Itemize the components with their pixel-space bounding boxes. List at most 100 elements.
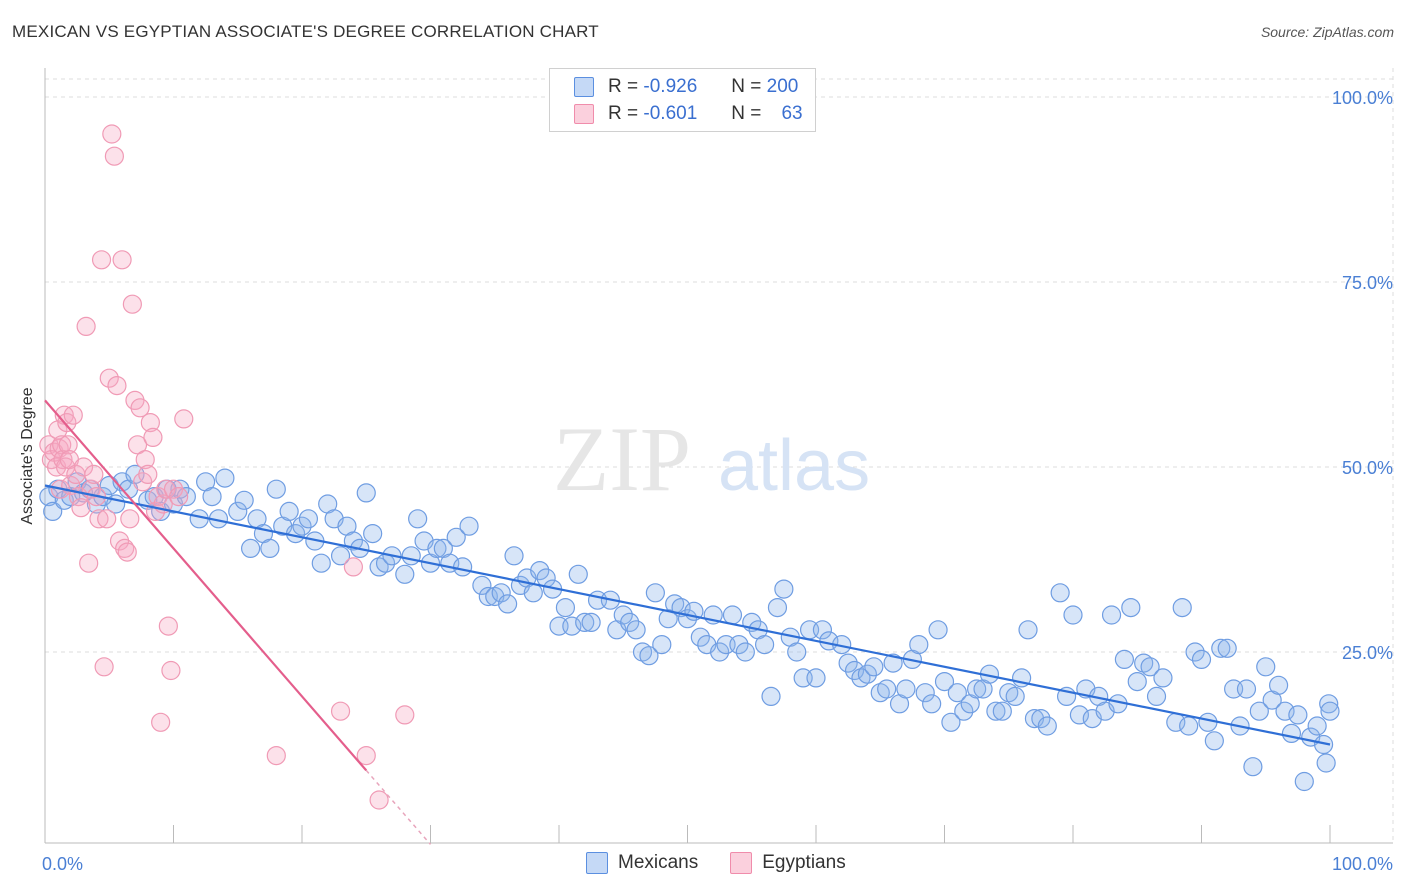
mexicans-point <box>562 616 582 636</box>
mexicans-point <box>363 523 383 544</box>
mexicans-point <box>1236 679 1257 699</box>
egyptians-point <box>140 413 160 433</box>
mexicans-point <box>453 557 473 577</box>
egyptians-point <box>161 660 181 681</box>
mexicans-point <box>1191 649 1212 670</box>
mexicans-point <box>311 553 331 573</box>
mexicans-point <box>992 701 1012 721</box>
egyptians-point <box>138 464 158 484</box>
mexicans-point <box>1268 675 1289 695</box>
mexicans-point <box>909 634 929 655</box>
mexicans-point <box>928 620 948 640</box>
mexicans-point <box>947 683 967 703</box>
mexicans-point <box>401 546 421 566</box>
mexicans-point <box>1050 583 1070 603</box>
egyptians-point <box>94 657 114 677</box>
legend-row-mexicans: R = -0.926 N = 200 <box>574 76 798 98</box>
mexicans-point <box>877 679 897 699</box>
trend-lines <box>44 399 1331 845</box>
mexicans-point <box>1140 657 1160 677</box>
mexicans-point <box>234 490 254 510</box>
mexicans-point <box>1211 638 1231 658</box>
mexicans-point <box>459 516 479 536</box>
egyptians-point <box>143 427 163 447</box>
mexicans-point <box>1005 686 1025 707</box>
mexicans-point <box>491 583 511 603</box>
egyptians-point <box>395 705 415 725</box>
egyptians-point <box>174 409 194 429</box>
egyptians-point <box>151 712 171 732</box>
mexicans-point <box>857 664 878 684</box>
egyptians-point <box>158 616 178 636</box>
mexicans-points <box>39 464 1340 792</box>
legend-mexicans-label: Mexicans <box>618 852 699 873</box>
legend-r-label: R = <box>608 76 639 97</box>
egyptians-trend-extension <box>365 769 432 845</box>
y-tick-label: 75.0% <box>1342 273 1393 293</box>
mexicans-point <box>754 634 775 655</box>
mexicans-point <box>1281 723 1302 744</box>
mexicans-point <box>1320 701 1340 721</box>
legend-n-label: N = <box>731 76 762 97</box>
mexicans-point <box>896 679 916 699</box>
egyptians-point <box>52 435 72 455</box>
egyptians-point <box>266 745 286 766</box>
mexicans-point <box>806 668 826 688</box>
mexicans-point <box>1313 734 1334 755</box>
mexicans-point <box>1185 642 1205 662</box>
mexicans-point <box>626 620 646 640</box>
mexicans-point <box>292 516 312 536</box>
mexicans-point <box>427 538 447 559</box>
x-tick-label: 0.0% <box>42 854 83 874</box>
mexicans-point <box>568 564 588 584</box>
mexicans-point <box>812 620 833 640</box>
mexicans-point <box>710 642 730 662</box>
mexicans-point <box>472 575 492 596</box>
mexicans-point <box>883 653 903 673</box>
mexicans-point <box>1256 657 1276 677</box>
mexicans-point <box>1307 716 1327 736</box>
x-tick-label: 100.0% <box>1332 854 1393 874</box>
legend-n-label: N = <box>731 103 762 124</box>
mexicans-point <box>838 653 858 673</box>
mexicans-point <box>1319 694 1339 714</box>
mexicans-point <box>395 564 415 584</box>
mexicans-point <box>1037 716 1057 736</box>
mexicans-point <box>761 686 781 707</box>
egyptians-point <box>102 124 122 144</box>
egyptians-r-value: -0.601 <box>643 103 698 124</box>
egyptians-point <box>356 745 376 766</box>
mexicans-point <box>215 468 235 488</box>
mexicans-point <box>1204 731 1224 751</box>
egyptians-point <box>135 450 155 470</box>
legend-item-mexicans[interactable]: Mexicans <box>586 852 698 874</box>
mexicans-point <box>266 479 286 499</box>
mexicans-r-value: -0.926 <box>643 76 698 97</box>
mexicans-point <box>1243 757 1263 777</box>
mexicans-point <box>1179 716 1199 736</box>
egyptians-point <box>57 413 77 433</box>
mexicans-point <box>343 531 363 551</box>
egyptians-point <box>117 542 137 562</box>
mexicans-swatch <box>574 77 594 97</box>
mexicans-point <box>934 671 955 692</box>
egyptians-point <box>89 509 109 529</box>
mexicans-point <box>864 657 884 677</box>
mexicans-point <box>767 597 788 618</box>
mexicans-point <box>1275 701 1295 721</box>
egyptians-swatch <box>574 104 594 124</box>
mexicans-point <box>967 679 987 699</box>
legend-item-egyptians[interactable]: Egyptians <box>730 852 846 874</box>
mexicans-point <box>1121 597 1141 618</box>
mexicans-point <box>954 701 974 721</box>
egyptians-point <box>107 376 127 396</box>
watermark: ZIP atlas <box>553 408 870 510</box>
correlation-legend: R = -0.926 N = 200 R = -0.601 N = 63 <box>549 68 816 132</box>
mexicans-point <box>986 701 1006 721</box>
mexicans-point <box>1063 605 1083 625</box>
egyptians-point <box>91 250 112 270</box>
watermark-zip: ZIP <box>553 408 691 510</box>
egyptians-point <box>122 294 142 314</box>
egyptians-point <box>99 368 119 388</box>
